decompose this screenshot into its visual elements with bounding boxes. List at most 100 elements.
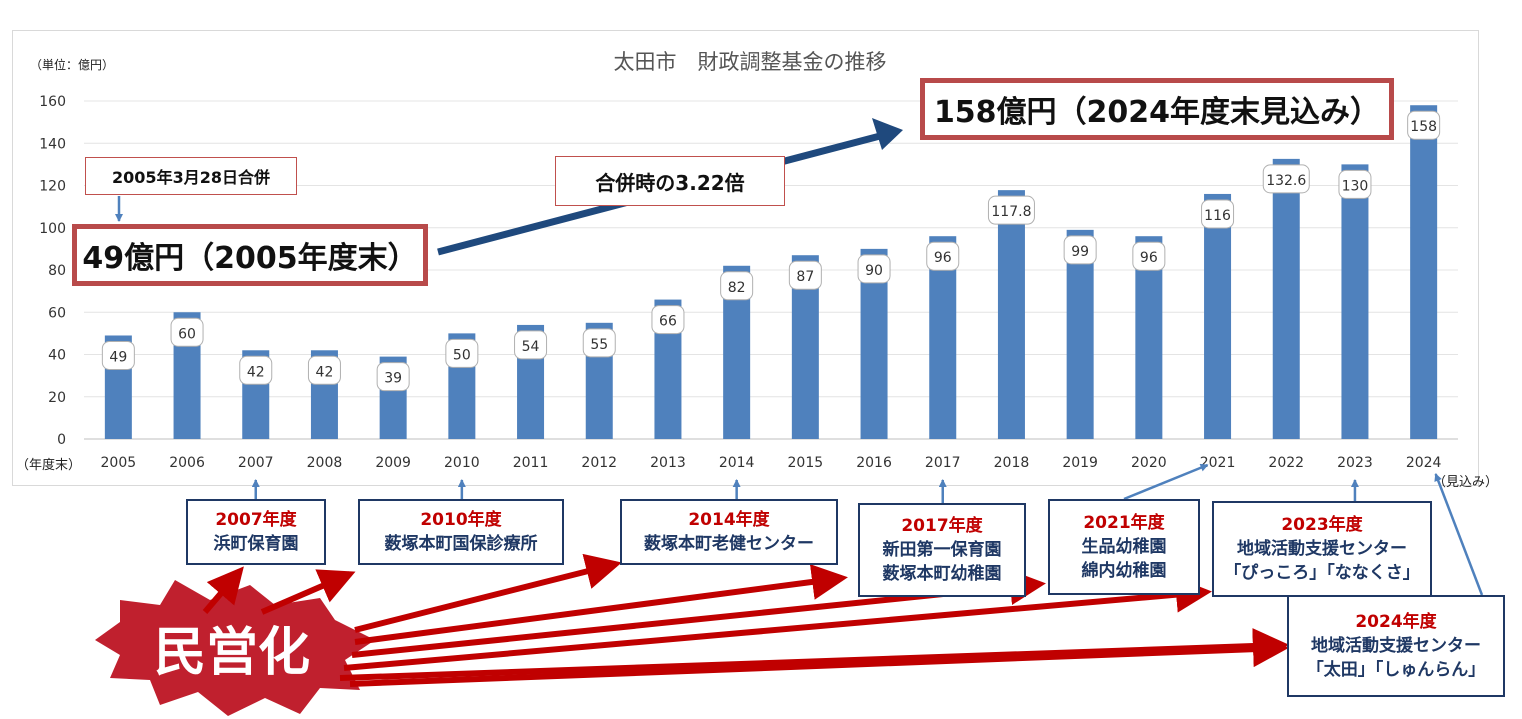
x-axis-title: （年度末） bbox=[16, 458, 82, 473]
bar bbox=[1066, 229, 1094, 439]
data-label: 87 bbox=[796, 269, 814, 285]
y-tick-label: 0 bbox=[57, 432, 66, 448]
y-tick-label: 160 bbox=[39, 94, 66, 110]
data-label-box bbox=[307, 355, 341, 385]
event-line: 生品幼稚園 bbox=[1081, 537, 1167, 557]
data-label: 82 bbox=[728, 280, 746, 296]
x-tick-label: 2013 bbox=[650, 455, 686, 471]
privatization-burst bbox=[95, 580, 375, 716]
event-line: 綿内幼稚園 bbox=[1081, 561, 1167, 581]
data-label-box bbox=[1063, 235, 1097, 265]
data-label-box bbox=[101, 340, 135, 370]
bar bbox=[1272, 158, 1300, 439]
x-tick-label: 2024 bbox=[1406, 455, 1442, 471]
event-box-2023: 2023年度 地域活動支援センター 「ぴっころ」「ななくさ」 bbox=[1212, 501, 1432, 597]
x-axis-suffix: （見込み） bbox=[1433, 475, 1499, 490]
x-tick-label: 2018 bbox=[994, 455, 1030, 471]
x-tick-label: 2008 bbox=[307, 455, 343, 471]
event-year: 2017年度 bbox=[901, 516, 983, 536]
event-line: 地域活動支援センター bbox=[1311, 636, 1481, 656]
event-line: 「ぴっころ」「ななくさ」 bbox=[1224, 563, 1420, 583]
x-tick-label: 2020 bbox=[1131, 455, 1167, 471]
event-connector bbox=[1123, 463, 1209, 501]
event-year: 2024年度 bbox=[1355, 612, 1437, 632]
x-tick-label: 2017 bbox=[925, 455, 961, 471]
merger-date-callout: 2005年3月28日合併 bbox=[85, 157, 297, 195]
data-label-box bbox=[1338, 169, 1372, 199]
x-tick-label: 2016 bbox=[856, 455, 892, 471]
event-line: 地域活動支援センター bbox=[1237, 539, 1407, 559]
x-tick-label: 2021 bbox=[1200, 455, 1236, 471]
data-label: 42 bbox=[247, 364, 265, 380]
data-label-box bbox=[170, 317, 204, 347]
data-label-box bbox=[926, 241, 960, 271]
y-unit-label: （単位：億円） bbox=[30, 58, 115, 72]
privatization-arrow bbox=[354, 553, 622, 633]
event-box-2017: 2017年度 新田第一保育園 薮塚本町幼稚園 bbox=[858, 503, 1026, 597]
event-line: 「太田」「しゅんらん」 bbox=[1306, 660, 1486, 680]
event-box-2010: 2010年度 薮塚本町国保診療所 bbox=[358, 499, 564, 565]
end-value-callout: 158億円（2024年度末見込み） bbox=[920, 78, 1394, 140]
event-year: 2023年度 bbox=[1281, 515, 1363, 535]
data-label-box bbox=[1201, 199, 1235, 229]
x-tick-label: 2006 bbox=[169, 455, 205, 471]
event-line: 浜町保育園 bbox=[213, 534, 299, 554]
data-label: 49 bbox=[109, 349, 127, 365]
data-label: 158 bbox=[1410, 119, 1437, 135]
event-box-2024: 2024年度 地域活動支援センター 「太田」「しゅんらん」 bbox=[1287, 595, 1505, 697]
trend-arrow-head bbox=[872, 118, 903, 150]
data-label: 130 bbox=[1342, 178, 1369, 194]
privatization-arrow bbox=[343, 576, 1212, 671]
bar bbox=[1341, 164, 1369, 439]
data-label: 132.6 bbox=[1266, 173, 1306, 189]
bar bbox=[1204, 193, 1232, 439]
event-line: 薮塚本町国保診療所 bbox=[384, 534, 538, 554]
x-tick-label: 2015 bbox=[788, 455, 824, 471]
data-label: 66 bbox=[659, 314, 677, 330]
y-tick-label: 100 bbox=[39, 221, 66, 237]
data-label-box bbox=[376, 362, 410, 392]
x-tick-label: 2019 bbox=[1062, 455, 1098, 471]
event-line: 新田第一保育園 bbox=[882, 540, 1002, 560]
data-label-box bbox=[651, 305, 685, 335]
x-tick-label: 2014 bbox=[719, 455, 755, 471]
y-tick-label: 40 bbox=[48, 348, 66, 364]
data-label-box bbox=[987, 195, 1035, 225]
growth-callout: 合併時の3.22倍 bbox=[555, 156, 785, 206]
data-label: 99 bbox=[1071, 244, 1089, 260]
y-tick-label: 20 bbox=[48, 390, 66, 406]
data-label: 96 bbox=[1140, 250, 1158, 266]
event-box-2021: 2021年度 生品幼稚園 綿内幼稚園 bbox=[1048, 499, 1200, 595]
event-box-2007: 2007年度 浜町保育園 bbox=[186, 499, 326, 565]
data-label-box bbox=[1132, 241, 1166, 271]
event-connector bbox=[1434, 473, 1484, 596]
data-label: 55 bbox=[590, 337, 608, 353]
x-tick-label: 2011 bbox=[513, 455, 549, 471]
y-tick-label: 80 bbox=[48, 263, 66, 279]
bar bbox=[997, 190, 1025, 439]
x-tick-label: 2007 bbox=[238, 455, 274, 471]
x-tick-label: 2022 bbox=[1268, 455, 1304, 471]
chart-title: 太田市 財政調整基金の推移 bbox=[613, 50, 887, 74]
y-tick-label: 60 bbox=[48, 305, 66, 321]
data-label: 54 bbox=[522, 339, 540, 355]
event-year: 2010年度 bbox=[420, 510, 502, 530]
bar bbox=[1410, 105, 1438, 439]
x-tick-label: 2010 bbox=[444, 455, 480, 471]
event-line: 薮塚本町老健センター bbox=[644, 534, 814, 554]
data-label: 42 bbox=[316, 364, 334, 380]
x-tick-label: 2009 bbox=[375, 455, 411, 471]
data-label-box bbox=[1407, 110, 1441, 140]
data-label-box bbox=[239, 355, 273, 385]
privatization-arrow bbox=[349, 631, 1289, 687]
data-label-box bbox=[582, 328, 616, 358]
data-label-box bbox=[514, 330, 548, 360]
data-label-box bbox=[857, 254, 891, 284]
data-label-box bbox=[720, 271, 754, 301]
event-box-2014: 2014年度 薮塚本町老健センター bbox=[620, 499, 838, 565]
data-label: 90 bbox=[865, 263, 883, 279]
privatization-text: 民営化 bbox=[154, 623, 310, 683]
data-label: 96 bbox=[934, 250, 952, 266]
data-label: 117.8 bbox=[991, 204, 1031, 220]
